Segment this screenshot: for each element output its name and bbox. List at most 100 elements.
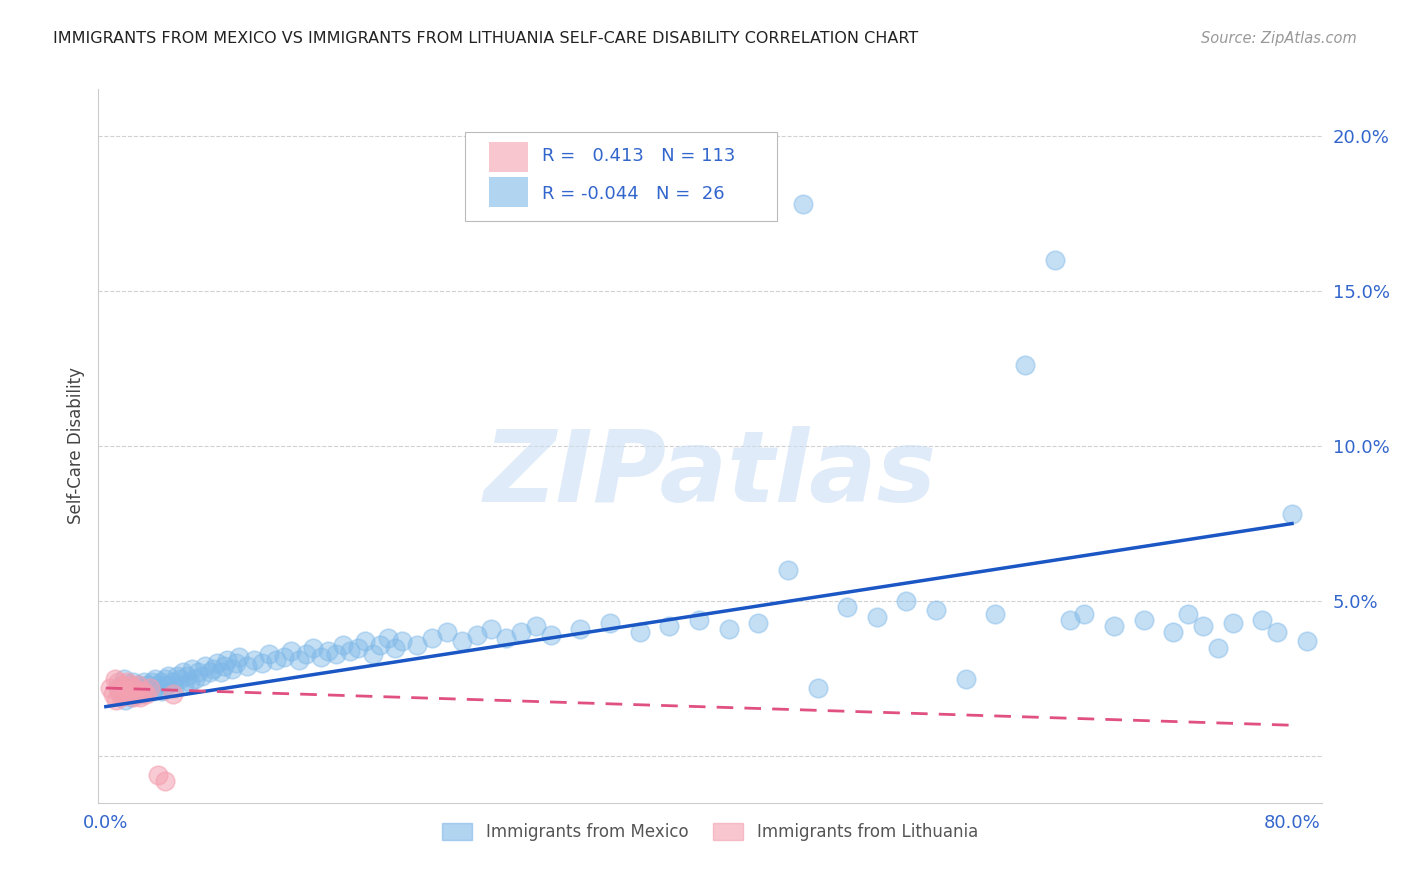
Point <box>117 684 139 698</box>
Point <box>142 684 165 698</box>
Point <box>1014 359 1036 373</box>
Point <box>450 634 472 648</box>
Point <box>149 674 172 689</box>
Point <box>139 681 162 695</box>
Point <box>150 684 173 698</box>
Point <box>406 638 429 652</box>
Point <box>107 681 129 695</box>
Point <box>127 678 149 692</box>
Point <box>479 622 502 636</box>
Point <box>747 615 769 630</box>
Point <box>135 687 157 701</box>
Point <box>132 684 155 698</box>
Point <box>166 668 188 682</box>
Point <box>121 674 143 689</box>
Point <box>127 678 149 692</box>
Point <box>117 684 139 698</box>
Point <box>495 632 517 646</box>
FancyBboxPatch shape <box>465 132 778 221</box>
Point <box>136 678 159 692</box>
Point <box>354 634 377 648</box>
Point <box>243 653 266 667</box>
Point <box>1295 634 1317 648</box>
Point <box>121 690 143 705</box>
Point <box>361 647 384 661</box>
Point <box>211 665 233 680</box>
Point <box>125 687 148 701</box>
Point <box>148 681 170 695</box>
Point <box>98 681 121 695</box>
Legend: Immigrants from Mexico, Immigrants from Lithuania: Immigrants from Mexico, Immigrants from … <box>436 816 984 848</box>
Point <box>1102 619 1125 633</box>
Point <box>391 634 413 648</box>
Point <box>194 659 217 673</box>
Point <box>628 625 651 640</box>
Point <box>131 687 153 701</box>
Point <box>179 674 201 689</box>
Point <box>112 687 135 701</box>
Point <box>776 563 799 577</box>
Point <box>1059 613 1081 627</box>
Point <box>235 659 257 673</box>
Point <box>162 687 184 701</box>
Point <box>316 644 339 658</box>
Point <box>172 665 194 680</box>
Point <box>436 625 458 640</box>
Point <box>114 693 136 707</box>
Point <box>114 681 136 695</box>
Point <box>1043 252 1066 267</box>
Point <box>1192 619 1215 633</box>
Point <box>1265 625 1288 640</box>
Point <box>837 600 859 615</box>
Point <box>112 672 135 686</box>
Point <box>465 628 488 642</box>
Point <box>205 656 228 670</box>
Point <box>250 656 273 670</box>
Point <box>124 684 146 698</box>
Point <box>866 609 889 624</box>
Point <box>115 674 138 689</box>
Point <box>347 640 370 655</box>
Bar <box>489 143 527 172</box>
Point <box>266 653 288 667</box>
Point <box>510 625 533 640</box>
Point <box>717 622 740 636</box>
Point <box>368 638 391 652</box>
Point <box>120 690 142 705</box>
Text: R =   0.413   N = 113: R = 0.413 N = 113 <box>543 146 735 164</box>
Point <box>896 594 918 608</box>
Point <box>984 607 1007 621</box>
Point <box>122 687 145 701</box>
Point <box>688 613 710 627</box>
Point <box>225 656 247 670</box>
Point <box>173 678 195 692</box>
Point <box>228 650 250 665</box>
Point <box>1177 607 1199 621</box>
Point <box>104 672 127 686</box>
Point <box>156 678 179 692</box>
Point <box>125 684 148 698</box>
Point <box>105 693 128 707</box>
Point <box>377 632 399 646</box>
Point <box>540 628 562 642</box>
Point <box>134 674 156 689</box>
Point <box>184 672 207 686</box>
Point <box>1163 625 1185 640</box>
Point <box>257 647 280 661</box>
Point <box>295 647 318 661</box>
Point <box>325 647 347 661</box>
Point <box>191 668 214 682</box>
Point <box>214 659 236 673</box>
Point <box>569 622 592 636</box>
Point <box>302 640 325 655</box>
Bar <box>489 177 527 207</box>
Point <box>925 603 948 617</box>
Point <box>162 674 184 689</box>
Point <box>198 665 221 680</box>
Point <box>118 678 141 692</box>
Point <box>122 681 145 695</box>
Point <box>792 197 814 211</box>
Point <box>1222 615 1244 630</box>
Point <box>309 650 332 665</box>
Point <box>1073 607 1095 621</box>
